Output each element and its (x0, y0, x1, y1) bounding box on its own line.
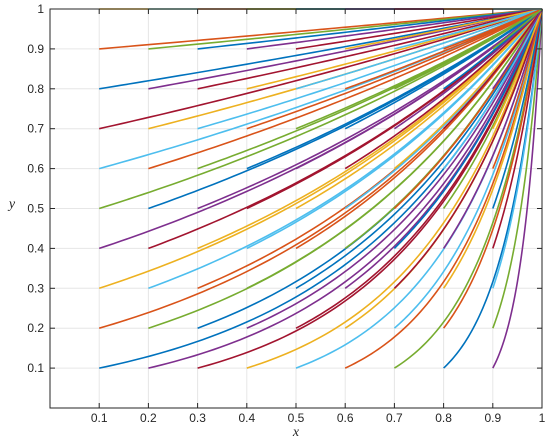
series-line (492, 8, 543, 289)
series-line (394, 8, 543, 90)
series-line (197, 8, 543, 210)
series-line (295, 8, 543, 329)
series-line (246, 8, 543, 250)
y-tick-label: 0.4 (27, 241, 44, 255)
series-line (492, 8, 543, 329)
y-axis-ticks: 0.1 0.2 0.3 0.4 0.5 0.6 0.7 0.8 0.9 1 (27, 2, 542, 375)
series-line (345, 8, 543, 50)
x-tick-label: 0.3 (189, 411, 206, 425)
series-line (442, 8, 543, 170)
series-line (246, 8, 543, 130)
series-line (295, 8, 543, 90)
series-line (295, 8, 543, 50)
series-line (492, 8, 543, 130)
series-line (295, 8, 543, 250)
y-axis-label: y (7, 197, 16, 212)
series-line (246, 8, 543, 50)
x-tick-label: 0.1 (91, 411, 108, 425)
series-line (99, 8, 543, 50)
y-tick-label: 0.9 (27, 42, 44, 56)
series-line (393, 8, 543, 170)
series-line (393, 8, 543, 329)
y-tick-label: 0.2 (27, 321, 44, 335)
series-line (295, 8, 543, 289)
x-axis-label: x (292, 425, 300, 440)
series-line (99, 8, 543, 90)
series-line (443, 8, 543, 130)
series-line (492, 8, 543, 169)
y-tick-label: 1 (37, 2, 44, 16)
series-line (393, 8, 543, 369)
series-line (393, 8, 543, 289)
series-line (442, 8, 543, 289)
series-line (148, 8, 543, 170)
series-line (148, 8, 543, 369)
series-line (393, 8, 543, 249)
series-line (344, 8, 543, 369)
series-line (197, 8, 543, 250)
x-tick-label: 0.4 (238, 411, 255, 425)
series-line (492, 8, 543, 249)
series-line (98, 8, 543, 210)
y-tick-label: 0.3 (27, 281, 44, 295)
series-line (492, 8, 543, 209)
curves (98, 8, 543, 369)
y-tick-label: 0.8 (27, 82, 44, 96)
series-line (246, 8, 543, 210)
series-line (148, 8, 543, 50)
y-tick-label: 0.1 (27, 361, 44, 375)
series-line (442, 8, 543, 249)
series-line (246, 8, 543, 170)
series-line (98, 8, 543, 290)
series-line (197, 8, 543, 90)
series-line (197, 8, 543, 50)
y-tick-label: 0.7 (27, 122, 44, 136)
x-tick-label: 0.6 (337, 411, 354, 425)
series-line (246, 8, 543, 290)
x-axis-ticks: 0.1 0.2 0.3 0.4 0.5 0.6 0.7 0.8 0.9 1 (91, 9, 546, 425)
series-line (394, 8, 543, 50)
series-line (393, 8, 543, 130)
series-line (492, 8, 543, 50)
x-tick-label: 0.5 (288, 411, 305, 425)
series-line (99, 8, 543, 130)
x-tick-label: 0.9 (484, 411, 501, 425)
series-line (443, 8, 543, 50)
series-line (344, 8, 543, 130)
y-tick-label: 0.5 (27, 202, 44, 216)
x-tick-label: 0.8 (435, 411, 452, 425)
series-line (344, 8, 543, 170)
series-line (492, 8, 543, 369)
y-tick-label: 0.6 (27, 162, 44, 176)
x-tick-label: 0.7 (386, 411, 403, 425)
series-line (246, 8, 543, 329)
series-line (295, 8, 543, 130)
series-line (295, 8, 543, 210)
x-tick-label: 0.2 (140, 411, 157, 425)
series-line (246, 8, 543, 369)
series-line (197, 8, 543, 369)
x-tick-label: 1 (539, 411, 546, 425)
series-line (492, 8, 543, 90)
series-line (442, 8, 543, 329)
